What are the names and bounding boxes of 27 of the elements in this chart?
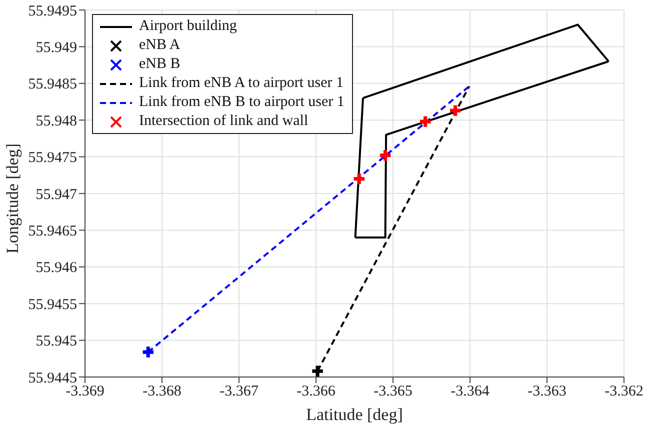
x-tick-label: -3.365 [374,384,412,400]
x-tick-label: -3.362 [604,384,644,400]
legend-label: Link from eNB B to airport user 1 [139,93,344,112]
x-tick-label: -3.368 [142,384,182,400]
y-tick-label: 55.945 [36,334,77,350]
y-axis-title: Longitude [deg] [3,144,22,254]
x-axis-title: Latitude [deg] [306,405,403,424]
y-tick-label: 55.9485 [28,76,77,93]
x-tick-label: -3.366 [296,384,336,400]
legend-label: Intersection of link and wall [139,112,308,131]
x-tick-label: -3.363 [528,384,566,400]
y-tick-label: 55.9465 [28,224,77,240]
x-tick-label: -3.364 [450,384,490,400]
y-tick-label: 55.949 [36,40,77,56]
x-tick-label: -3.367 [220,384,259,400]
legend-label: Airport building [139,17,237,36]
y-tick-label: 55.9475 [28,150,77,166]
legend-label: eNB A [139,36,180,55]
y-tick-label: 55.9445 [28,370,77,386]
y-tick-label: 55.9495 [28,3,77,20]
y-tick-label: 55.947 [36,186,78,203]
x-tick-label: -3.369 [66,384,104,400]
y-tick-label: 55.946 [36,260,78,276]
y-tick-label: 55.9455 [28,296,77,313]
y-tick-label: 55.948 [36,113,77,130]
legend-label: eNB B [139,55,180,74]
legend-label: Link from eNB A to airport user 1 [139,74,344,93]
